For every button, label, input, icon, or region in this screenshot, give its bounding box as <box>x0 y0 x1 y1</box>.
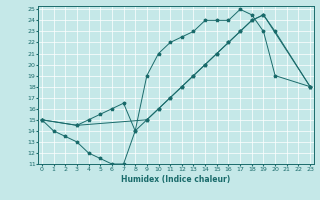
X-axis label: Humidex (Indice chaleur): Humidex (Indice chaleur) <box>121 175 231 184</box>
